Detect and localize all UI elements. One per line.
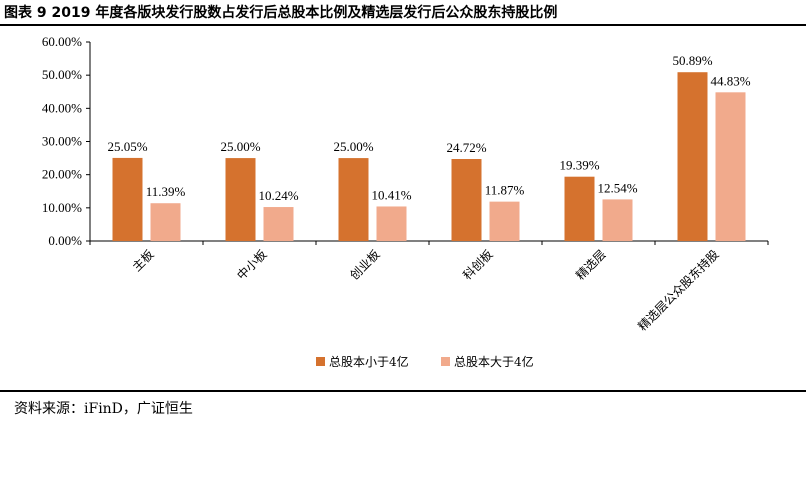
bar-value-label: 50.89%	[672, 53, 712, 68]
y-tick-label: 10.00%	[42, 200, 82, 215]
legend-label: 总股本小于4亿	[329, 354, 409, 369]
bottom-rule	[0, 390, 806, 392]
data-labels: 25.05% 11.39% 25.00% 10.24% 25.00% 10.41% 24.7…	[107, 53, 750, 203]
bar	[489, 201, 520, 241]
x-category-label: 创业板	[347, 247, 382, 282]
y-tick-label: 30.00%	[42, 134, 82, 149]
bars	[112, 72, 746, 241]
bar-value-label: 24.72%	[446, 140, 486, 155]
y-tick-label: 60.00%	[42, 34, 82, 49]
legend-swatch	[316, 357, 325, 366]
bar-value-label: 19.39%	[559, 158, 599, 173]
x-category-label: 精选层	[573, 247, 608, 282]
bar	[602, 199, 633, 241]
y-tick-label: 0.00%	[48, 233, 82, 248]
bar-chart: 0.00% 10.00% 20.00% 30.00% 40.00% 50.00% 60.00…	[42, 34, 769, 369]
x-category-label: 主板	[130, 247, 157, 274]
x-category-label: 中小板	[234, 247, 270, 283]
bar	[263, 207, 294, 241]
y-tick-label: 20.00%	[42, 167, 82, 182]
bar	[564, 176, 595, 241]
legend-label: 总股本大于4亿	[454, 354, 534, 369]
bar-value-label: 25.00%	[220, 139, 260, 154]
y-tick-label: 40.00%	[42, 100, 82, 115]
x-category-label: 精选层公众股东持股	[635, 247, 722, 334]
top-rule	[0, 24, 806, 26]
legend-swatch	[441, 357, 450, 366]
source-note: 资料来源：iFinD，广证恒生	[14, 401, 193, 417]
bar	[677, 72, 708, 241]
bar	[376, 206, 407, 241]
bar-value-label: 11.87%	[485, 183, 525, 198]
legend: 总股本小于4亿 总股本大于4亿	[316, 354, 534, 369]
bar-value-label: 11.39%	[146, 184, 186, 199]
x-category-label: 科创板	[460, 247, 495, 282]
bar-value-label: 10.41%	[371, 187, 411, 202]
bar	[225, 158, 256, 241]
bar	[338, 158, 369, 241]
bar-value-label: 10.24%	[258, 188, 298, 203]
figure-title-bar: 图表 9 2019 年度各版块发行股数占发行后总股本比例及精选层发行后公众股东持…	[0, 0, 806, 22]
y-axis: 0.00% 10.00% 20.00% 30.00% 40.00% 50.00% 60.00…	[42, 34, 91, 248]
bar	[715, 92, 746, 241]
bar-value-label: 44.83%	[710, 73, 750, 88]
bar	[451, 159, 482, 241]
bar	[112, 157, 143, 241]
figure-title: 图表 9 2019 年度各版块发行股数占发行后总股本比例及精选层发行后公众股东持…	[4, 5, 558, 21]
x-axis: 主板 中小板 创业板 科创板 精选层 精选层公众股东持股	[89, 240, 769, 334]
y-tick-label: 50.00%	[42, 67, 82, 82]
bar	[150, 203, 181, 241]
bar-value-label: 12.54%	[597, 180, 637, 195]
bar-value-label: 25.05%	[107, 139, 147, 154]
bar-value-label: 25.00%	[333, 139, 373, 154]
